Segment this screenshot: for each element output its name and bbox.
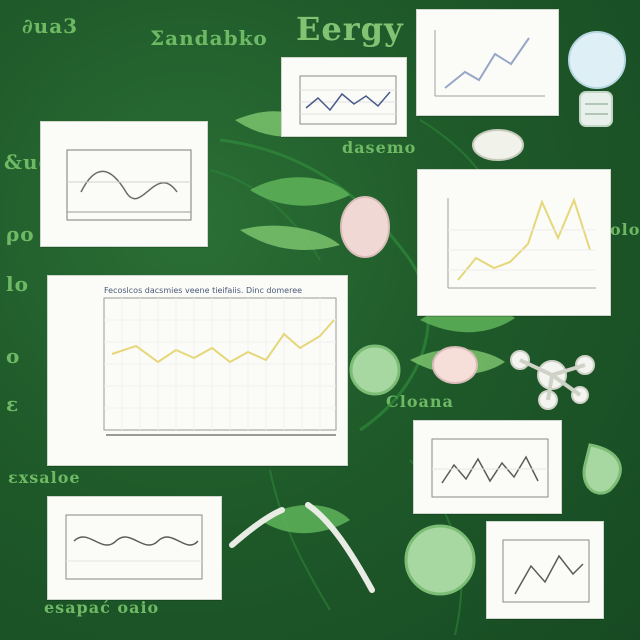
card-8: [47, 496, 222, 600]
card-2-graphic: [299, 75, 397, 125]
bottom-left-scribble: ɛxsaloe: [8, 468, 81, 487]
card-4-graphic: [447, 197, 596, 289]
card-6-title: Fecoslcos dacsmies veene tieifaiis. Dinc…: [104, 286, 303, 295]
mid-right-scribble-1: dasemo: [342, 138, 417, 157]
card-7: [413, 420, 562, 514]
card-9: [486, 521, 604, 619]
mid-right-scribble-2: Cloana: [386, 392, 454, 411]
card-1-graphic: [66, 149, 192, 221]
mid-right-scribble-3: olo: [610, 220, 640, 239]
card-8-graphic: [65, 514, 203, 580]
energy-heading-scribble: Eergy: [296, 10, 404, 48]
card-3-graphic: [434, 30, 545, 97]
top-center-scribble: Σandabko: [150, 26, 268, 50]
card-1: [40, 121, 208, 247]
card-6: Fecoslcos dacsmies veene tieifaiis. Dinc…: [47, 275, 348, 466]
left-scribble-5: ɛ: [6, 392, 20, 416]
left-scribble-4: o: [6, 344, 21, 368]
left-scribble-2: ρo: [6, 222, 35, 246]
card-2: [281, 57, 407, 137]
left-scribble-3: lo: [6, 272, 29, 296]
card-9-graphic: [502, 539, 590, 603]
bottom-center-scribble: esapać oaio: [44, 598, 160, 617]
top-left-scribble: ∂ua3: [22, 14, 79, 38]
card-4: [417, 169, 611, 316]
card-6-graphic: [103, 297, 337, 436]
card-3: [416, 9, 559, 116]
card-7-graphic: [431, 438, 549, 498]
